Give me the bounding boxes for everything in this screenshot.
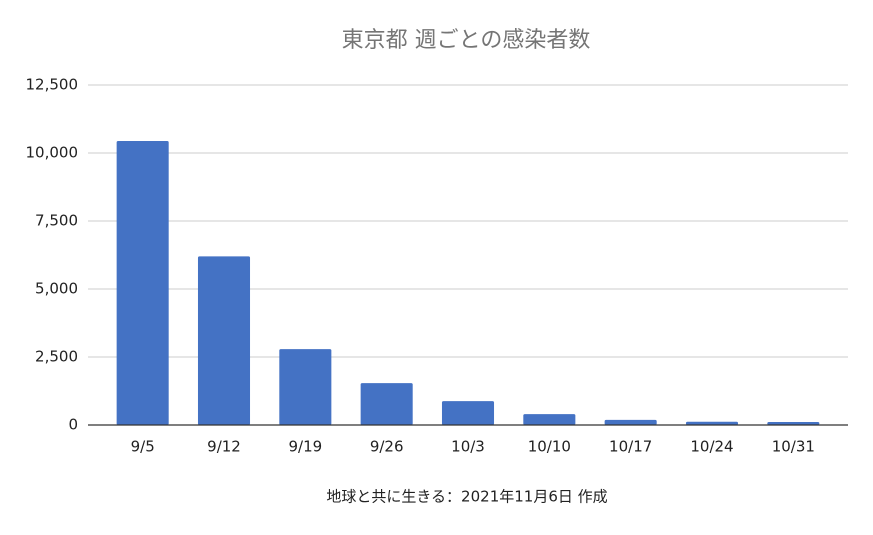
x-tick-label: 10/24: [690, 438, 733, 456]
bar: [116, 141, 169, 426]
bar: [441, 401, 495, 425]
x-tick-label: 9/26: [370, 438, 404, 456]
y-tick-label: 10,000: [26, 144, 79, 162]
bar: [604, 419, 657, 425]
x-tick-label: 9/19: [288, 438, 322, 456]
x-tick-label: 9/12: [207, 438, 241, 456]
bar: [685, 421, 739, 425]
x-tick-label: 10/3: [451, 438, 485, 456]
x-tick-label: 10/10: [528, 438, 571, 456]
y-tick-label: 0: [68, 416, 78, 434]
x-axis-label: 地球と共に生きる：2021年11月6日 作成: [326, 488, 607, 506]
y-tick-label: 2,500: [35, 348, 78, 366]
y-tick-label: 5,000: [35, 280, 78, 298]
bar: [360, 383, 413, 425]
bar: [279, 349, 332, 425]
bar: [523, 414, 576, 425]
x-tick-label: 10/31: [772, 438, 815, 456]
bar: [767, 422, 820, 425]
bar: [197, 256, 251, 425]
y-tick-label: 7,500: [35, 212, 78, 230]
x-tick-label: 10/17: [609, 438, 652, 456]
x-tick-label: 9/5: [131, 438, 155, 456]
chart-title: 東京都 週ごとの感染者数: [342, 28, 591, 53]
y-tick-label: 12,500: [26, 76, 79, 94]
